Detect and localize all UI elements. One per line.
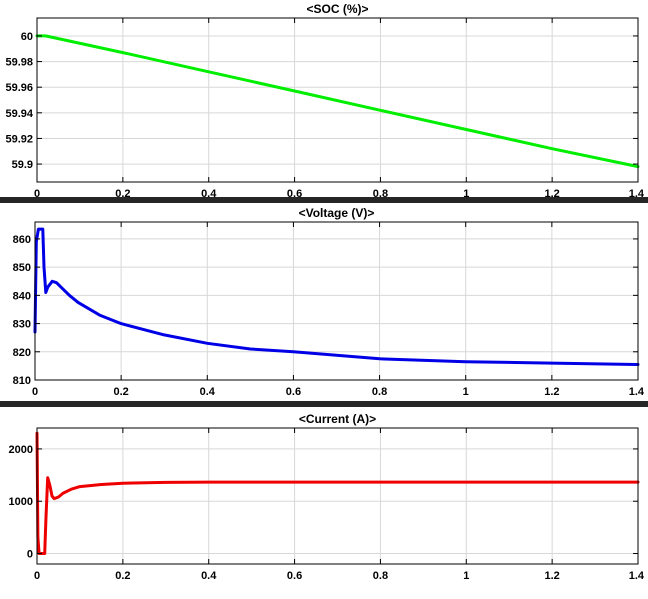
- y-tick-label: 2000: [9, 444, 33, 456]
- series-line-1: [33, 227, 640, 366]
- x-tick-label: 1.4: [629, 386, 645, 398]
- y-tick-label: 59.98: [5, 57, 33, 69]
- y-tick-label: 820: [13, 347, 31, 359]
- x-tick-label: 0.4: [201, 570, 217, 582]
- x-tick-label: 0.6: [287, 188, 302, 200]
- y-tick-label: 0: [27, 549, 33, 561]
- plot-border: [34, 221, 639, 381]
- x-tick-label: 0.2: [115, 188, 130, 200]
- x-tick-label: 1.4: [629, 188, 645, 200]
- plot-panel-2: 0 0.2 0.4 0.6 0.8 1 1.2 1.4 810 820 830 840 850 860 <V…: [13, 206, 645, 398]
- panel-title: <Voltage (V)>: [299, 206, 375, 220]
- x-tick-label: 0: [34, 570, 40, 582]
- y-tick-label: 1000: [9, 496, 33, 508]
- plot-border: [36, 17, 639, 183]
- plot-panel-1: 0 0.2 0.4 0.6 0.8 1 1.2 1.4 59.9 59.92 59.94 59.96 5…: [5, 2, 644, 200]
- y-tick-label: 830: [13, 319, 31, 331]
- y-tick-label: 840: [13, 290, 31, 302]
- plot-panel-3: 0 0.2 0.4 0.6 0.8 1 1.2 1.4 0 1000 2000 <Current (A…: [9, 412, 645, 582]
- y-tick-label: 850: [13, 262, 31, 274]
- x-tick-label: 1.2: [544, 386, 559, 398]
- x-tick-label: 1: [463, 188, 469, 200]
- y-tick-label: 59.92: [5, 133, 33, 145]
- plot-area: [36, 427, 639, 565]
- x-tick-label: 0: [32, 386, 38, 398]
- x-tick-label: 1: [463, 570, 469, 582]
- x-tick-label: 1.2: [544, 570, 559, 582]
- y-tick-label: 60: [21, 31, 33, 43]
- x-tick-label: 0.6: [286, 386, 301, 398]
- x-tick-label: 1: [463, 386, 469, 398]
- series-line-1: [35, 34, 640, 169]
- x-tick-label: 0.6: [287, 570, 302, 582]
- y-tick-label: 59.96: [5, 82, 33, 94]
- x-tick-label: 0.2: [113, 386, 128, 398]
- y-tick-label: 860: [13, 234, 31, 246]
- y-tick-label: 59.9: [12, 159, 33, 171]
- y-tick-label: 59.94: [5, 108, 33, 120]
- panel-separator-1: [0, 197, 648, 203]
- x-tick-label: 0.8: [373, 570, 388, 582]
- plot-border: [36, 427, 639, 565]
- x-tick-label: 0.8: [373, 188, 388, 200]
- x-tick-label: 0.8: [372, 386, 387, 398]
- y-tick-label: 810: [13, 375, 31, 387]
- x-tick-label: 0.2: [115, 570, 130, 582]
- panel-title: <Current (A)>: [299, 412, 376, 426]
- series-line-1: [35, 431, 640, 555]
- x-tick-label: 1.4: [629, 570, 645, 582]
- x-tick-label: 0.4: [201, 188, 217, 200]
- x-tick-label: 0: [34, 188, 40, 200]
- panel-separator-2: [0, 401, 648, 407]
- panel-title: <SOC (%)>: [306, 2, 368, 16]
- x-tick-label: 1.2: [544, 188, 559, 200]
- x-tick-label: 0.4: [200, 386, 216, 398]
